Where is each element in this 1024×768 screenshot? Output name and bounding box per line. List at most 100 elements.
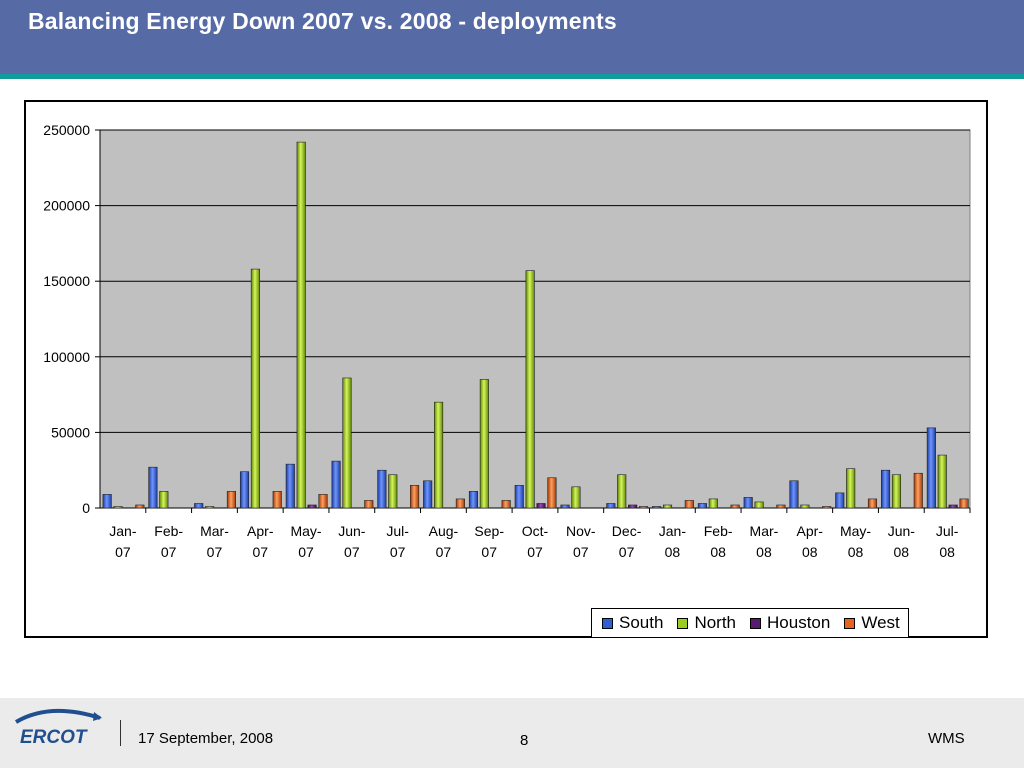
bar-north bbox=[388, 474, 398, 509]
x-tick-label-year: 07 bbox=[436, 544, 452, 560]
bar-north bbox=[571, 486, 581, 509]
bar-north bbox=[113, 506, 123, 509]
bar-west bbox=[226, 491, 236, 509]
bar-south bbox=[514, 485, 524, 509]
x-tick-label-month: Sep- bbox=[474, 523, 504, 539]
bar-houston bbox=[307, 504, 317, 509]
x-tick-label-month: Dec- bbox=[612, 523, 642, 539]
bar-west bbox=[822, 506, 832, 509]
x-tick-label-month: Jan- bbox=[109, 523, 137, 539]
bar-south bbox=[331, 460, 341, 509]
bar-west bbox=[776, 504, 786, 509]
legend-label-north: North bbox=[694, 613, 737, 632]
bar-west bbox=[501, 500, 511, 509]
bar-north bbox=[754, 501, 764, 509]
y-tick-label: 200000 bbox=[43, 198, 90, 214]
bar-south bbox=[377, 469, 387, 509]
bar-south bbox=[468, 491, 479, 509]
x-tick-label-year: 07 bbox=[481, 544, 497, 560]
x-tick-label-month: Oct- bbox=[522, 523, 549, 539]
y-tick-label: 150000 bbox=[43, 273, 90, 289]
bar-west bbox=[364, 500, 374, 509]
footer-divider bbox=[120, 720, 121, 746]
x-tick-label-month: May- bbox=[290, 523, 321, 539]
x-tick-label-year: 08 bbox=[665, 544, 681, 560]
title-bar: Balancing Energy Down 2007 vs. 2008 - de… bbox=[0, 0, 1024, 79]
bar-north bbox=[662, 504, 673, 509]
bar-chart: 0 50000 100000 150000 200000 250000 Jan- 07 Feb-… bbox=[43, 122, 971, 560]
bar-north bbox=[708, 498, 718, 509]
bar-north bbox=[479, 379, 489, 509]
bar-north bbox=[159, 491, 169, 509]
bar-south bbox=[285, 463, 295, 509]
bar-north bbox=[937, 454, 947, 509]
bar-west bbox=[455, 498, 465, 509]
bar-north bbox=[800, 504, 810, 509]
x-tick-label-year: 07 bbox=[298, 544, 314, 560]
legend-label-west: West bbox=[861, 613, 900, 632]
legend-item-north: North bbox=[677, 613, 736, 633]
bar-west bbox=[410, 485, 420, 509]
x-tick-label-year: 07 bbox=[527, 544, 543, 560]
bar-south bbox=[560, 504, 570, 509]
legend-swatch-south bbox=[602, 617, 613, 629]
bar-west bbox=[959, 498, 969, 509]
legend-swatch-houston bbox=[750, 617, 762, 629]
x-tick-label-month: May- bbox=[840, 523, 871, 539]
x-tick-label-month: Feb- bbox=[704, 523, 733, 539]
x-tick-label-year: 07 bbox=[619, 544, 635, 560]
bar-north bbox=[205, 506, 215, 509]
legend-label-south: South bbox=[619, 613, 664, 632]
plot-background bbox=[99, 129, 971, 509]
bar-south bbox=[423, 480, 433, 509]
bar-houston bbox=[628, 504, 638, 509]
x-tick-label-year: 07 bbox=[207, 544, 223, 560]
bar-west bbox=[867, 498, 878, 509]
x-tick-label-month: Feb- bbox=[154, 523, 183, 539]
footer-label: WMS bbox=[928, 730, 965, 747]
bar-north bbox=[891, 474, 902, 509]
x-tick-label-month: Aug- bbox=[429, 523, 459, 539]
y-tick-label: 250000 bbox=[43, 122, 90, 138]
x-tick-label-month: Mar- bbox=[750, 523, 779, 539]
bar-south bbox=[789, 480, 799, 509]
legend-swatch-west bbox=[844, 617, 856, 629]
bar-west bbox=[135, 504, 145, 509]
legend-swatch-north bbox=[677, 617, 689, 629]
x-tick-label-month: Jun- bbox=[888, 523, 916, 539]
chart-area: 0 50000 100000 150000 200000 250000 Jan- 07 Feb-… bbox=[24, 100, 988, 638]
legend-item-south: South bbox=[602, 613, 663, 633]
bar-south bbox=[148, 466, 158, 509]
x-tick-label-month: Jul- bbox=[936, 523, 959, 539]
bar-south bbox=[881, 469, 891, 509]
bar-west bbox=[684, 500, 694, 509]
x-tick-label-month: Apr- bbox=[247, 523, 274, 539]
x-tick-label-year: 08 bbox=[848, 544, 864, 560]
page-number: 8 bbox=[520, 732, 529, 749]
ercot-logo: ERCOT bbox=[14, 708, 102, 748]
x-tick-label-year: 08 bbox=[939, 544, 955, 560]
bar-south bbox=[835, 492, 845, 509]
x-tick-label-year: 07 bbox=[115, 544, 131, 560]
bar-west bbox=[913, 472, 923, 509]
x-tick-label-month: Jun- bbox=[338, 523, 366, 539]
x-tick-label-year: 07 bbox=[344, 544, 360, 560]
x-tick-label-year: 07 bbox=[573, 544, 589, 560]
bar-north bbox=[525, 270, 535, 509]
bar-south bbox=[239, 471, 250, 509]
chart-legend: South North Houston West bbox=[591, 608, 909, 638]
x-tick-label-month: Jan- bbox=[659, 523, 687, 539]
bar-north bbox=[434, 401, 444, 509]
slide-title: Balancing Energy Down 2007 vs. 2008 - de… bbox=[28, 8, 617, 34]
bar-north bbox=[617, 474, 627, 509]
footer: ERCOT 17 September, 2008 8 WMS bbox=[0, 698, 1024, 768]
x-tick-label-year: 07 bbox=[252, 544, 268, 560]
bar-south bbox=[102, 494, 112, 509]
bar-north bbox=[250, 268, 260, 509]
x-tick-label-month: Jul- bbox=[386, 523, 409, 539]
bar-west bbox=[730, 504, 740, 509]
bar-west bbox=[272, 491, 282, 509]
bar-west bbox=[547, 477, 557, 509]
x-tick-label-year: 08 bbox=[756, 544, 772, 560]
x-tick-label-year: 08 bbox=[894, 544, 910, 560]
